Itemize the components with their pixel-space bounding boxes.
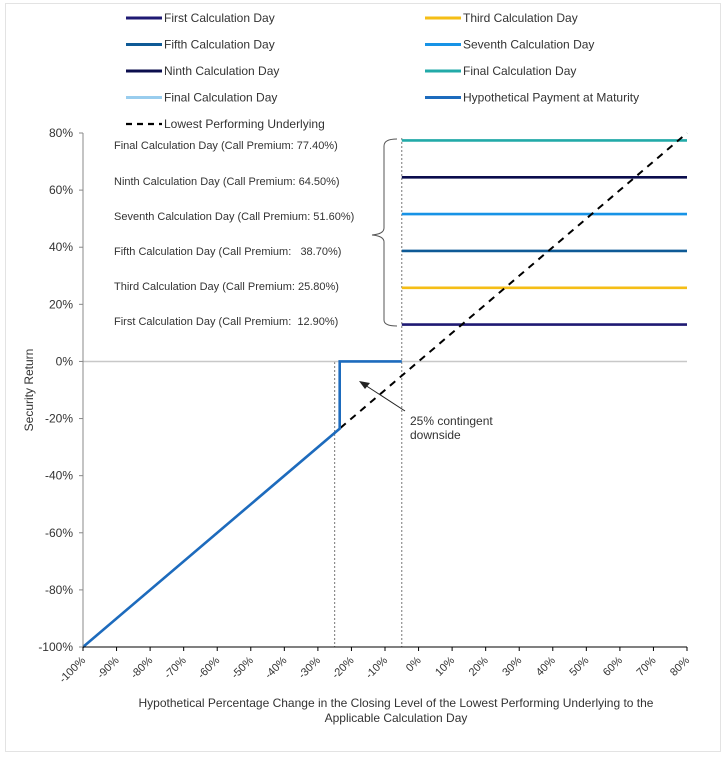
hypothetical-payment-at-maturity-line <box>82 360 402 648</box>
arrow-annotation-line-1: 25% contingent <box>410 414 493 428</box>
arrow-annotation-line-2: downside <box>410 428 461 442</box>
y-tick-label: -80% <box>45 583 73 597</box>
y-tick-label: -100% <box>38 640 73 654</box>
x-tick-label: -10% <box>363 654 390 681</box>
call-premium-annotation: Ninth Calculation Day (Call Premium: 64.… <box>114 176 340 188</box>
x-tick-label: 40% <box>534 654 558 678</box>
x-tick-label: -40% <box>263 654 290 681</box>
x-tick-label: 70% <box>635 654 659 678</box>
legend-label: Ninth Calculation Day <box>164 64 279 78</box>
y-tick-label: -60% <box>45 526 73 540</box>
x-axis-label-line-2: Applicable Calculation Day <box>325 711 468 725</box>
y-tick-label: 0% <box>56 354 74 368</box>
call-premium-annotation: First Calculation Day (Call Premium: 12.… <box>114 316 338 328</box>
legend-label: First Calculation Day <box>164 11 275 25</box>
annotations: Final Calculation Day (Call Premium: 77.… <box>114 138 493 442</box>
x-tick-label: -90% <box>95 654 122 681</box>
y-tick-label: 20% <box>49 297 73 311</box>
legend-label: Hypothetical Payment at Maturity <box>463 91 639 105</box>
x-tick-label: -80% <box>129 654 156 681</box>
x-tick-label: 0% <box>404 654 424 674</box>
call-premium-annotation: Third Calculation Day (Call Premium: 25.… <box>114 281 339 293</box>
y-tick-label: -40% <box>45 469 73 483</box>
legend: First Calculation Day Third Calculation D… <box>126 11 639 131</box>
arrow-line <box>364 384 406 412</box>
chart-frame <box>5 3 721 752</box>
y-tick-label: -20% <box>45 412 73 426</box>
y-tick-label: 80% <box>49 126 73 140</box>
y-tick-label: 40% <box>49 240 73 254</box>
brace-icon <box>371 138 398 327</box>
x-tick-label: -100% <box>57 654 88 685</box>
x-tick-label: 30% <box>500 654 524 678</box>
call-premium-annotation: Fifth Calculation Day (Call Premium: 38.… <box>114 246 341 258</box>
x-tick-label: 80% <box>668 654 692 678</box>
x-tick-label: 20% <box>467 654 491 678</box>
x-axis-label-line-1: Hypothetical Percentage Change in the Cl… <box>139 696 654 710</box>
x-tick-label: -60% <box>196 654 223 681</box>
y-axis-label: Security Return <box>22 349 36 432</box>
x-tick-label: 50% <box>567 654 591 678</box>
legend-label: Final Calculation Day <box>164 91 277 105</box>
legend-label: Fifth Calculation Day <box>164 38 275 52</box>
legend-label: Third Calculation Day <box>463 11 578 25</box>
legend-label: Final Calculation Day <box>463 64 576 78</box>
arrow-head-icon <box>359 381 370 389</box>
legend-label: Lowest Performing Underlying <box>164 117 325 131</box>
legend-label: Seventh Calculation Day <box>463 38 594 52</box>
call-premium-annotation: Seventh Calculation Day (Call Premium: 5… <box>114 211 354 223</box>
x-tick-label: -50% <box>229 654 256 681</box>
x-tick-label: -30% <box>296 654 323 681</box>
series-lines <box>82 132 688 648</box>
x-tick-label: 10% <box>433 654 457 678</box>
x-tick-label: -20% <box>330 654 357 681</box>
y-tick-label: 60% <box>49 183 73 197</box>
x-tick-label: 60% <box>601 654 625 678</box>
x-tick-label: -70% <box>162 654 189 681</box>
call-premium-annotation: Final Calculation Day (Call Premium: 77.… <box>114 140 338 152</box>
